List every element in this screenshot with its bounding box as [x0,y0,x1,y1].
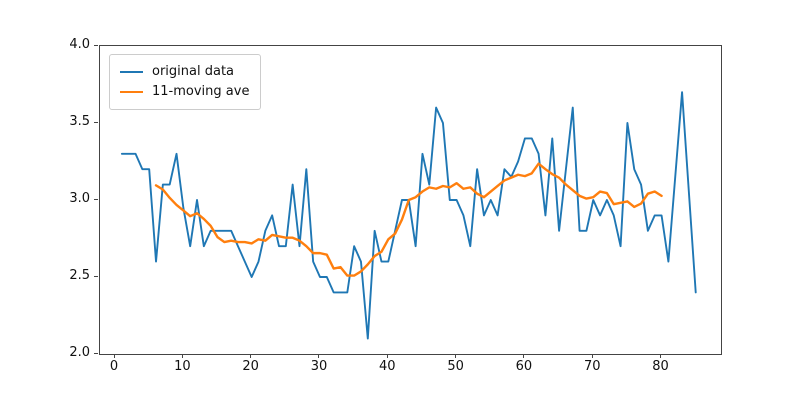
legend-line-sample-moving-ave [120,91,143,93]
plot-area: original data 11-moving ave [99,45,722,355]
x-tick-mark [386,354,388,358]
y-tick-label: 3.5 [69,114,90,129]
x-tick-mark [181,354,183,358]
legend: original data 11-moving ave [109,54,262,110]
y-tick-mark [94,121,98,123]
y-tick-mark [94,198,98,200]
x-tick-label: 70 [583,359,601,374]
legend-item-original: original data [120,62,249,82]
x-tick-label: 40 [379,359,396,374]
x-tick-label: 20 [242,359,259,374]
y-tick-mark [94,44,98,46]
y-tick-label: 3.0 [69,191,90,206]
x-tick-mark [250,354,252,358]
legend-item-moving-ave: 11-moving ave [120,82,249,102]
x-tick-label: 0 [109,359,119,374]
x-tick-label: 50 [447,359,464,374]
legend-line-sample-original [120,71,143,73]
x-tick-mark [455,354,457,358]
x-tick-label: 80 [652,359,669,374]
y-tick-mark [94,352,98,354]
x-tick-mark [523,354,525,358]
x-tick-mark [318,354,320,358]
y-tick-mark [94,275,98,277]
chart-svg [120,91,697,340]
x-tick-mark [660,354,662,358]
legend-label-moving-ave: 11-moving ave [152,84,250,99]
x-tick-label: 10 [174,359,191,374]
x-tick-mark [591,354,593,358]
moving-average-line [154,162,663,277]
y-tick-label: 2.5 [69,268,90,283]
x-tick-mark [113,354,115,358]
y-tick-label: 4.0 [69,37,90,52]
x-tick-label: 30 [310,359,328,374]
x-tick-label: 60 [515,359,533,374]
legend-label-original: original data [152,64,235,79]
y-tick-label: 2.0 [69,345,90,360]
original-data-line [120,91,697,340]
